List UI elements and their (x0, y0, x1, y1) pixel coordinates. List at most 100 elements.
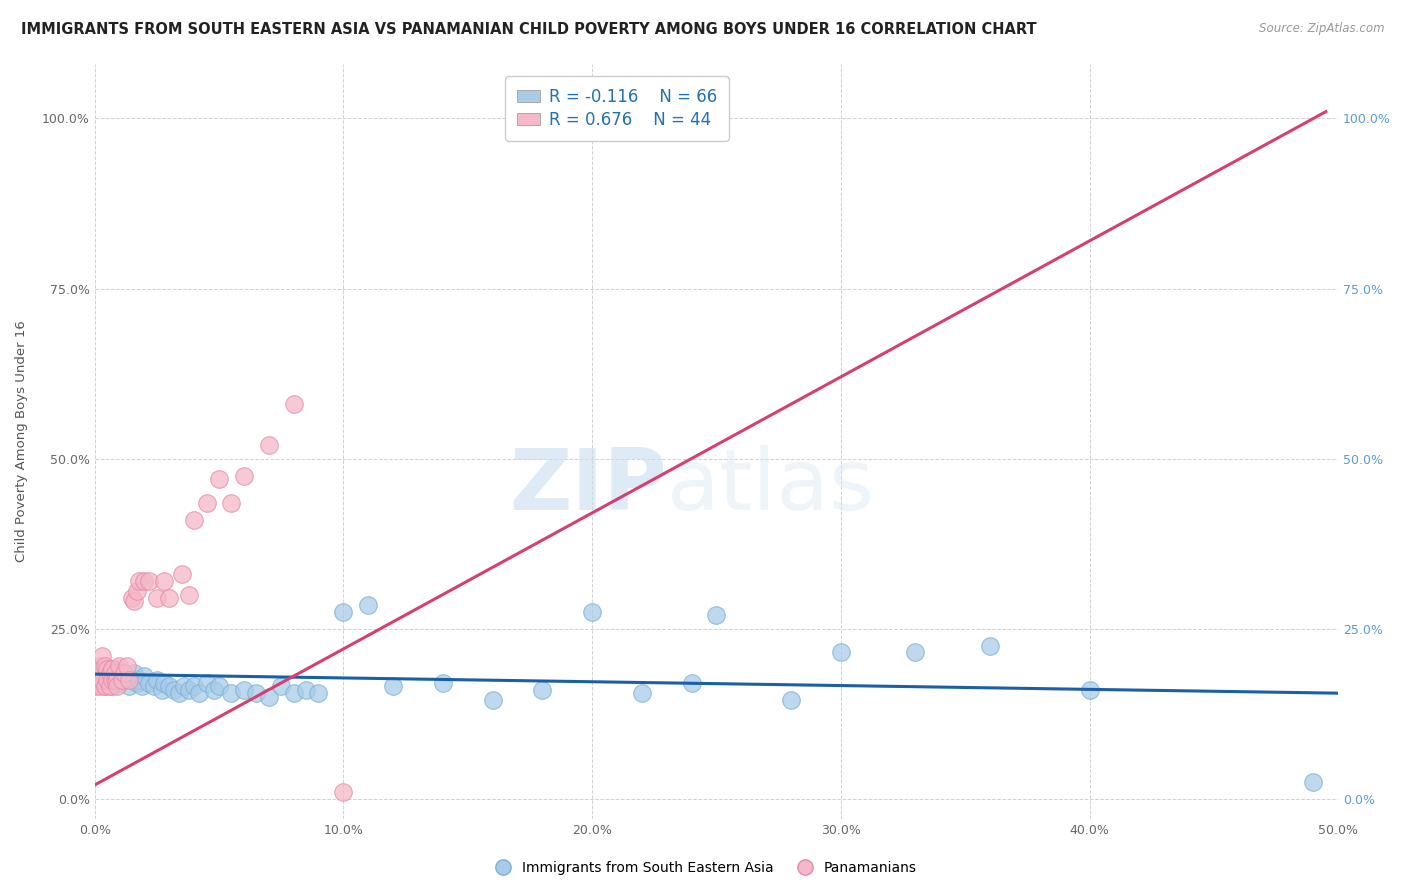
Point (153, 676, 176, 690)
Point (332, 605, 354, 619)
Point (208, 472, 231, 486)
Point (86, 669, 108, 683)
Point (170, 567, 193, 582)
Point (91, 673, 114, 687)
Y-axis label: Child Poverty Among Boys Under 16: Child Poverty Among Boys Under 16 (15, 320, 28, 562)
Point (103, 662, 125, 676)
Point (114, 665, 136, 680)
Point (195, 676, 218, 690)
Point (481, 693, 503, 707)
Point (157, 679, 180, 693)
Point (138, 574, 160, 588)
Point (98, 679, 121, 693)
Point (89, 679, 111, 693)
Point (221, 496, 243, 510)
Point (357, 598, 380, 612)
Point (96, 662, 118, 676)
Point (118, 679, 141, 693)
Point (157, 591, 180, 605)
Point (706, 607, 728, 622)
Point (115, 659, 138, 673)
Point (128, 673, 150, 687)
Text: Source: ZipAtlas.com: Source: ZipAtlas.com (1260, 22, 1385, 36)
Point (86, 673, 108, 687)
Point (118, 673, 141, 687)
Point (195, 496, 218, 510)
Point (108, 669, 131, 683)
Point (96, 662, 118, 676)
Point (124, 665, 146, 680)
Point (111, 673, 134, 687)
Point (96, 673, 118, 687)
Legend: R = -0.116    N = 66, R = 0.676    N = 44: R = -0.116 N = 66, R = 0.676 N = 44 (505, 76, 728, 141)
Point (105, 673, 128, 687)
Point (143, 679, 166, 693)
Point (121, 673, 143, 687)
Point (581, 605, 603, 619)
Point (153, 574, 176, 588)
Point (101, 679, 124, 693)
Point (179, 682, 201, 697)
Point (257, 690, 280, 704)
Point (183, 513, 205, 527)
Point (91, 665, 114, 680)
Point (103, 665, 125, 680)
Text: atlas: atlas (666, 445, 875, 528)
Point (382, 679, 405, 693)
Point (202, 682, 225, 697)
Point (295, 682, 318, 697)
Point (91, 648, 114, 663)
Point (131, 679, 153, 693)
Point (108, 659, 131, 673)
Point (93, 659, 115, 673)
Point (125, 676, 148, 690)
Point (232, 468, 254, 483)
Point (134, 574, 156, 588)
Point (89, 673, 111, 687)
Point (89, 662, 111, 676)
Point (283, 397, 305, 411)
Point (134, 669, 156, 683)
Point (101, 662, 124, 676)
Point (531, 682, 554, 697)
Point (432, 676, 454, 690)
Point (96, 676, 118, 690)
Text: ZIP: ZIP (509, 445, 666, 528)
Point (105, 679, 128, 693)
Point (115, 669, 138, 683)
Point (1302, 774, 1324, 789)
Point (979, 639, 1001, 653)
Point (208, 679, 231, 693)
Point (105, 665, 128, 680)
Point (188, 686, 211, 700)
Point (257, 438, 280, 452)
Point (173, 679, 195, 693)
Point (138, 676, 160, 690)
Point (93, 679, 115, 693)
Point (1078, 682, 1101, 697)
Point (98, 669, 121, 683)
Point (163, 682, 186, 697)
Point (84, 679, 107, 693)
Point (332, 785, 354, 799)
Point (232, 682, 254, 697)
Point (904, 645, 927, 659)
Point (93, 669, 115, 683)
Point (124, 594, 146, 608)
Point (111, 665, 134, 680)
Point (108, 676, 131, 690)
Legend: Immigrants from South Eastern Asia, Panamanians: Immigrants from South Eastern Asia, Pana… (484, 855, 922, 880)
Point (125, 584, 148, 599)
Point (101, 673, 124, 687)
Point (245, 686, 267, 700)
Point (91, 676, 114, 690)
Point (146, 673, 169, 687)
Point (780, 693, 803, 707)
Point (146, 591, 169, 605)
Point (121, 591, 143, 605)
Point (179, 588, 201, 602)
Point (89, 659, 111, 673)
Point (167, 686, 190, 700)
Point (283, 686, 305, 700)
Point (93, 679, 115, 693)
